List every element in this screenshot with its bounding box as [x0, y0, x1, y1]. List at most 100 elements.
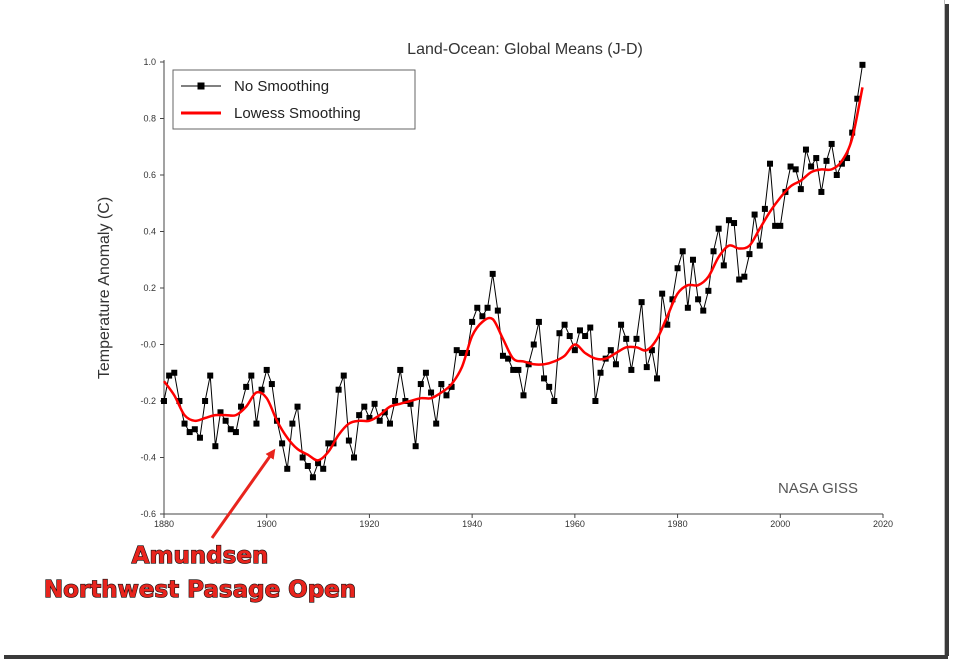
- data-point: [520, 392, 527, 399]
- data-point: [566, 333, 573, 340]
- data-point: [546, 383, 553, 390]
- data-point: [397, 366, 404, 373]
- x-tick-label: 2000: [770, 519, 790, 529]
- data-point: [700, 307, 707, 314]
- chart-title: Land-Ocean: Global Means (J-D): [407, 41, 643, 58]
- data-point: [720, 262, 727, 269]
- data-point: [535, 318, 542, 325]
- data-point: [797, 186, 804, 193]
- data-point: [217, 409, 224, 416]
- data-point: [828, 140, 835, 147]
- data-point: [859, 61, 866, 68]
- data-point: [484, 304, 491, 311]
- data-point: [705, 287, 712, 294]
- data-point: [643, 364, 650, 371]
- data-point: [792, 166, 799, 173]
- data-point: [669, 296, 676, 303]
- data-point: [345, 437, 352, 444]
- data-point: [268, 381, 275, 388]
- data-point: [854, 95, 861, 102]
- data-point: [453, 347, 460, 354]
- data-point: [294, 403, 301, 410]
- temperature-chart: Land-Ocean: Global Means (J-D) Temperatu…: [43, 41, 893, 604]
- x-tick-label: 1960: [565, 519, 585, 529]
- data-point: [248, 372, 255, 379]
- axes: [163, 60, 883, 515]
- data-point: [366, 414, 373, 421]
- data-point: [438, 381, 445, 388]
- data-point: [335, 386, 342, 393]
- data-point: [648, 347, 655, 354]
- legend-marker-no-smoothing: [197, 82, 205, 90]
- data-point: [576, 327, 583, 334]
- data-point: [212, 443, 219, 450]
- data-point: [376, 417, 383, 424]
- data-point: [243, 383, 250, 390]
- chart-panel: Land-Ocean: Global Means (J-D) Temperatu…: [43, 0, 945, 655]
- data-point: [474, 304, 481, 311]
- data-point: [664, 321, 671, 328]
- axis-ticks: 1880 1900 1920 1940 1960 1980 2000 2020 1.0 0.8 0.…: [140, 57, 893, 529]
- data-point: [407, 400, 414, 407]
- data-point: [628, 366, 635, 373]
- frame-shadow-bottom: [4, 655, 948, 659]
- data-point: [494, 307, 501, 314]
- data-point: [315, 460, 322, 467]
- data-point: [289, 420, 296, 427]
- legend-label-no-smoothing: No Smoothing: [234, 78, 329, 95]
- data-point: [320, 465, 327, 472]
- data-point: [638, 299, 645, 306]
- y-tick-label: 0.2: [143, 283, 156, 293]
- data-point: [207, 372, 214, 379]
- data-point: [689, 256, 696, 263]
- source-label: NASA GISS: [778, 480, 858, 497]
- data-point: [238, 403, 245, 410]
- data-point: [443, 392, 450, 399]
- data-point: [582, 333, 589, 340]
- y-tick-label: -0.0: [140, 340, 156, 350]
- data-point: [679, 248, 686, 255]
- data-point: [530, 341, 537, 348]
- data-point: [176, 398, 183, 404]
- data-point: [499, 352, 506, 359]
- callout-line-2: Northwest Pasage Open: [44, 577, 356, 603]
- data-point: [751, 211, 758, 218]
- data-point: [623, 335, 630, 342]
- y-tick-label: 1.0: [143, 57, 156, 67]
- data-point: [654, 375, 661, 382]
- y-axis-label: Temperature Anomaly (C): [96, 197, 113, 379]
- data-point: [741, 273, 748, 280]
- data-point: [731, 220, 738, 227]
- data-point: [489, 270, 496, 277]
- data-point: [695, 296, 702, 303]
- data-point: [325, 440, 332, 447]
- data-point: [299, 454, 306, 461]
- data-point: [551, 398, 558, 404]
- data-point: [196, 434, 203, 441]
- data-point: [746, 251, 753, 258]
- data-point: [607, 347, 614, 354]
- data-point: [202, 398, 209, 404]
- y-tick-label: 0.8: [143, 114, 156, 124]
- data-point: [227, 426, 234, 433]
- data-point: [417, 381, 424, 388]
- data-point: [166, 372, 173, 379]
- data-point: [448, 383, 455, 390]
- x-tick-label: 1980: [668, 519, 688, 529]
- data-point: [263, 366, 270, 373]
- data-point: [356, 412, 363, 419]
- data-point: [428, 389, 435, 396]
- x-tick-label: 2020: [873, 519, 893, 529]
- x-tick-label: 1880: [154, 519, 174, 529]
- data-point: [633, 335, 640, 342]
- data-point: [587, 324, 594, 331]
- series-no-smoothing: [161, 61, 866, 481]
- series-lowess-smoothing: [162, 87, 864, 462]
- data-point: [191, 426, 198, 433]
- data-point: [386, 420, 393, 427]
- data-point: [186, 429, 193, 436]
- y-tick-label: 0.4: [143, 227, 156, 237]
- data-point: [284, 465, 291, 472]
- data-point: [684, 304, 691, 311]
